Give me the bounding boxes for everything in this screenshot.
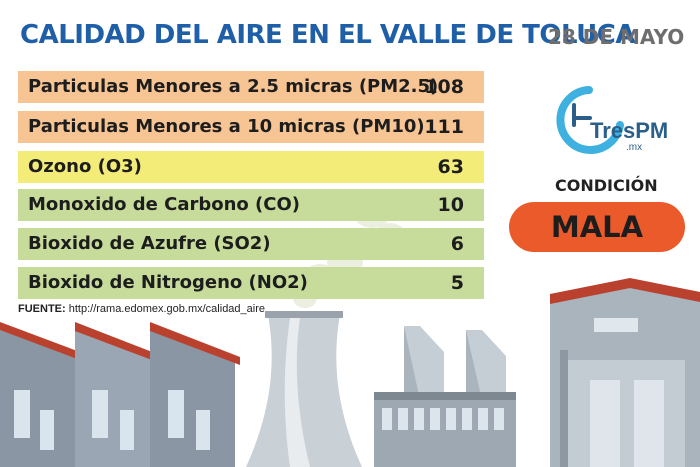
clock-icon [556,86,624,154]
pollutant-label: Bioxido de Nitrogeno (NO2) [28,272,308,293]
pollutant-value: 5 [450,272,464,294]
condition-badge: MALA [509,202,685,252]
page-title: CALIDAD DEL AIRE EN EL VALLE DE TOLUCA [20,20,635,50]
pollutant-row-no2: Bioxido de Nitrogeno (NO2) 5 [18,267,484,299]
pollutant-label: Monoxido de Carbono (CO) [28,194,301,215]
pollutant-label: Particulas Menores a 10 micras (PM10) [28,116,425,137]
condition-value: MALA [550,210,644,244]
pollutant-value: 6 [450,233,464,255]
pollutant-label: Ozono (O3) [28,156,142,177]
pollutant-label: Bioxido de Azufre (SO2) [28,233,271,254]
pollutant-value: 10 [437,194,464,216]
date-label: 28 DE MAYO [548,25,685,49]
pollutant-row-so2: Bioxido de Azufre (SO2) 6 [18,228,484,260]
pollutant-row-pm25: Particulas Menores a 2.5 micras (PM2.5) … [18,71,484,103]
pollutant-row-o3: Ozono (O3) 63 [18,151,484,183]
logo-suffix: .mx [626,142,643,153]
factory-right [550,278,700,467]
pollutant-value: 108 [424,76,464,98]
condition-label: CONDICIÓN [555,176,658,195]
pollutant-value: 63 [437,156,464,178]
source-note: FUENTE: http://rama.edomex.gob.mx/calida… [18,303,265,315]
logo-name: TresPM [590,118,669,143]
pollutant-row-pm10: Particulas Menores a 10 micras (PM10) 11… [18,111,484,143]
pollutant-label: Particulas Menores a 2.5 micras (PM2.5) [28,76,439,97]
pollutant-value: 111 [424,116,464,138]
factory-middle [374,326,516,467]
cooling-tower [246,311,362,467]
factory-left [0,322,240,467]
pollutant-row-co: Monoxido de Carbono (CO) 10 [18,189,484,221]
source-prefix: FUENTE: [18,303,66,315]
source-link[interactable]: http://rama.edomex.gob.mx/calidad_aire [68,303,266,315]
